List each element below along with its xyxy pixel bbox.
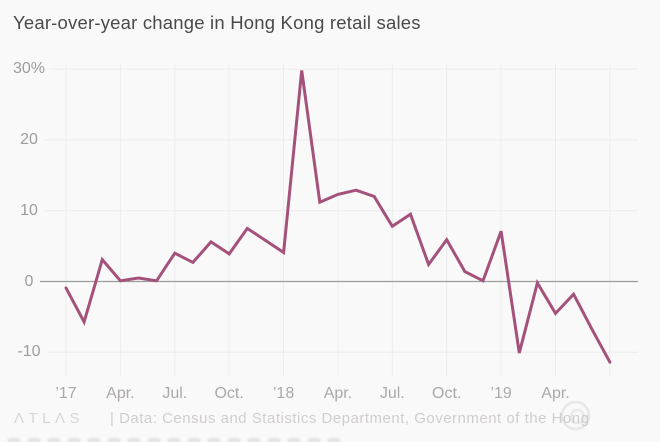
y-axis-tick-label: -10 <box>17 343 41 361</box>
x-axis-tick-label: ’19 <box>490 385 512 402</box>
x-axis-tick-label: ’17 <box>55 385 77 402</box>
y-axis-tick-label: 20 <box>20 130 38 148</box>
y-axis-tick-label: 10 <box>20 201 38 219</box>
x-axis-tick-label: Apr. <box>541 385 570 402</box>
x-axis-tick-label: Apr. <box>323 385 353 402</box>
cropped-bottom-artifact <box>8 438 348 442</box>
watermark-stamp-icon <box>561 401 590 430</box>
atlas-logo: ΛTLΛS <box>14 410 85 427</box>
data-series-line <box>64 70 612 364</box>
y-axis-tick-label: 0 <box>24 272 34 290</box>
data-source-attribution: | Data: Census and Statistics Department… <box>110 410 590 427</box>
y-axis-tick-label: 30% <box>12 60 46 78</box>
x-axis-tick-label: Oct. <box>214 385 244 402</box>
x-axis-tick-label: ’18 <box>272 385 295 402</box>
x-axis-tick-label: Apr. <box>106 385 135 402</box>
x-axis-tick-label: Oct. <box>432 385 462 402</box>
x-axis-tick-label: Jul. <box>162 385 188 402</box>
x-axis-tick-label: Jul. <box>379 385 405 402</box>
page-title: Year-over-year change in Hong Kong retai… <box>13 12 421 33</box>
